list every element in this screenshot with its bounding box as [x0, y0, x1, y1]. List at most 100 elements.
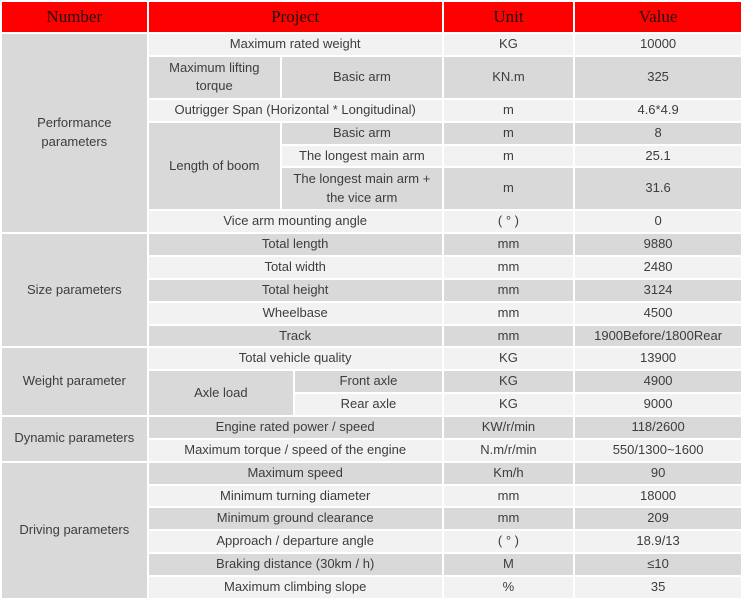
project-cell: Maximum rated weight	[146, 32, 444, 57]
project-cell: Outrigger Span (Horizontal * Longitudina…	[146, 97, 444, 123]
unit-cell: KG	[441, 369, 576, 395]
table-row: Total width mm 2480	[1, 255, 743, 280]
value-cell: 118/2600	[573, 414, 743, 440]
value-cell: 4900	[573, 369, 743, 395]
table-row: Dynamic parameters Engine rated power / …	[0, 414, 743, 463]
unit-cell: mm	[441, 483, 576, 509]
project-sub-cell: The longest main arm	[280, 143, 444, 169]
project-sub-cell: Basic arm	[280, 120, 444, 146]
unit-cell: m	[441, 97, 576, 123]
project-cell: Vice arm mounting angle	[146, 209, 444, 235]
value-cell: 4500	[573, 300, 743, 326]
unit-cell: %	[441, 574, 576, 600]
project-group-cell: Maximum lifting torque	[146, 54, 283, 100]
project-sub-cell: The longest main arm + the vice arm	[280, 166, 444, 212]
table-row: Performance parameters Maximum rated wei…	[0, 31, 743, 235]
header-row: Number Project Unit Value	[0, 0, 743, 34]
table-row: Maximum lifting torque Basic arm KN.m 32…	[1, 54, 743, 100]
table-row: Maximum torque / speed of the engine N.m…	[1, 437, 743, 463]
table-row: Vice arm mounting angle ( ° ) 0	[1, 209, 743, 235]
section-label-size: Size parameters	[0, 232, 149, 349]
value-cell: ≤10	[573, 552, 743, 577]
table-row: Approach / departure angle ( ° ) 18.9/13	[1, 529, 743, 555]
unit-cell: ( ° )	[441, 529, 576, 555]
value-cell: 13900	[573, 346, 743, 372]
value-cell: 3124	[573, 277, 743, 303]
section-label-performance: Performance parameters	[0, 31, 149, 235]
value-cell: 31.6	[573, 166, 743, 212]
value-cell: 10000	[573, 32, 743, 57]
unit-cell: KG	[441, 346, 576, 372]
value-cell: 18.9/13	[573, 529, 743, 555]
section-label-dynamic: Dynamic parameters	[0, 414, 149, 463]
table-row: The longest main arm m 25.1	[1, 143, 743, 169]
value-cell: 8	[573, 120, 743, 146]
table-row: Minimum ground clearance mm 209	[1, 506, 743, 532]
value-cell: 9880	[573, 232, 743, 258]
unit-cell: mm	[441, 323, 576, 349]
project-cell: Track	[146, 323, 444, 349]
section-label-weight: Weight parameter	[0, 346, 149, 417]
unit-cell: KW/r/min	[441, 414, 576, 440]
table-row: Size parameters Total length mm 9880	[0, 232, 743, 349]
unit-cell: KN.m	[441, 54, 576, 100]
col-header-number: Number	[0, 0, 149, 34]
value-cell: 4.6*4.9	[573, 97, 743, 123]
project-cell: Minimum ground clearance	[146, 506, 444, 532]
table-row: Outrigger Span (Horizontal * Longitudina…	[1, 97, 743, 123]
project-sub-cell: Front axle	[293, 369, 444, 395]
project-cell: Total length	[146, 232, 444, 258]
project-cell: Maximum climbing slope	[146, 574, 444, 600]
project-cell: Total width	[146, 255, 444, 280]
project-cell: Braking distance (30km / h)	[146, 552, 444, 577]
table-row: Maximum climbing slope % 35	[1, 574, 743, 600]
project-cell: Wheelbase	[146, 300, 444, 326]
col-header-project: Project	[146, 0, 444, 34]
value-cell: 2480	[573, 255, 743, 280]
project-cell: Minimum turning diameter	[146, 483, 444, 509]
project-sub-cell: Basic arm	[280, 54, 444, 100]
project-sub-cell: Rear axle	[293, 392, 444, 417]
unit-cell: m	[441, 143, 576, 169]
project-group-cell: Length of boom	[146, 120, 283, 212]
unit-cell: KG	[441, 32, 576, 57]
table-row: The longest main arm + the vice arm m 31…	[1, 166, 743, 212]
unit-cell: mm	[441, 277, 576, 303]
table-row: Rear axle KG 9000	[1, 392, 743, 417]
value-cell: 90	[573, 460, 743, 486]
project-cell: Maximum speed	[146, 460, 444, 486]
value-cell: 0	[573, 209, 743, 235]
table-row: Track mm 1900Before/1800Rear	[1, 323, 743, 349]
value-cell: 18000	[573, 483, 743, 509]
project-cell: Engine rated power / speed	[146, 414, 444, 440]
table-row: Total height mm 3124	[1, 277, 743, 303]
table-row: Weight parameter Total vehicle quality K…	[0, 346, 743, 417]
table-row: Braking distance (30km / h) M ≤10	[1, 552, 743, 577]
unit-cell: mm	[441, 255, 576, 280]
project-cell: Approach / departure angle	[146, 529, 444, 555]
unit-cell: N.m/r/min	[441, 437, 576, 463]
table-row: Driving parameters Maximum speed Km/h 90	[0, 460, 743, 600]
value-cell: 1900Before/1800Rear	[573, 323, 743, 349]
value-cell: 550/1300~1600	[573, 437, 743, 463]
unit-cell: ( ° )	[441, 209, 576, 235]
unit-cell: KG	[441, 392, 576, 417]
project-cell: Maximum torque / speed of the engine	[146, 437, 444, 463]
col-header-unit: Unit	[441, 0, 576, 34]
unit-cell: m	[441, 120, 576, 146]
project-group-cell: Axle load	[146, 369, 296, 417]
value-cell: 325	[573, 54, 743, 100]
section-label-driving: Driving parameters	[0, 460, 149, 600]
unit-cell: mm	[441, 506, 576, 532]
project-cell: Total vehicle quality	[146, 346, 444, 372]
value-cell: 25.1	[573, 143, 743, 169]
project-cell: Total height	[146, 277, 444, 303]
unit-cell: M	[441, 552, 576, 577]
table-row: Minimum turning diameter mm 18000	[1, 483, 743, 509]
value-cell: 209	[573, 506, 743, 532]
table-row: Wheelbase mm 4500	[1, 300, 743, 326]
value-cell: 9000	[573, 392, 743, 417]
unit-cell: mm	[441, 300, 576, 326]
col-header-value: Value	[573, 0, 743, 34]
